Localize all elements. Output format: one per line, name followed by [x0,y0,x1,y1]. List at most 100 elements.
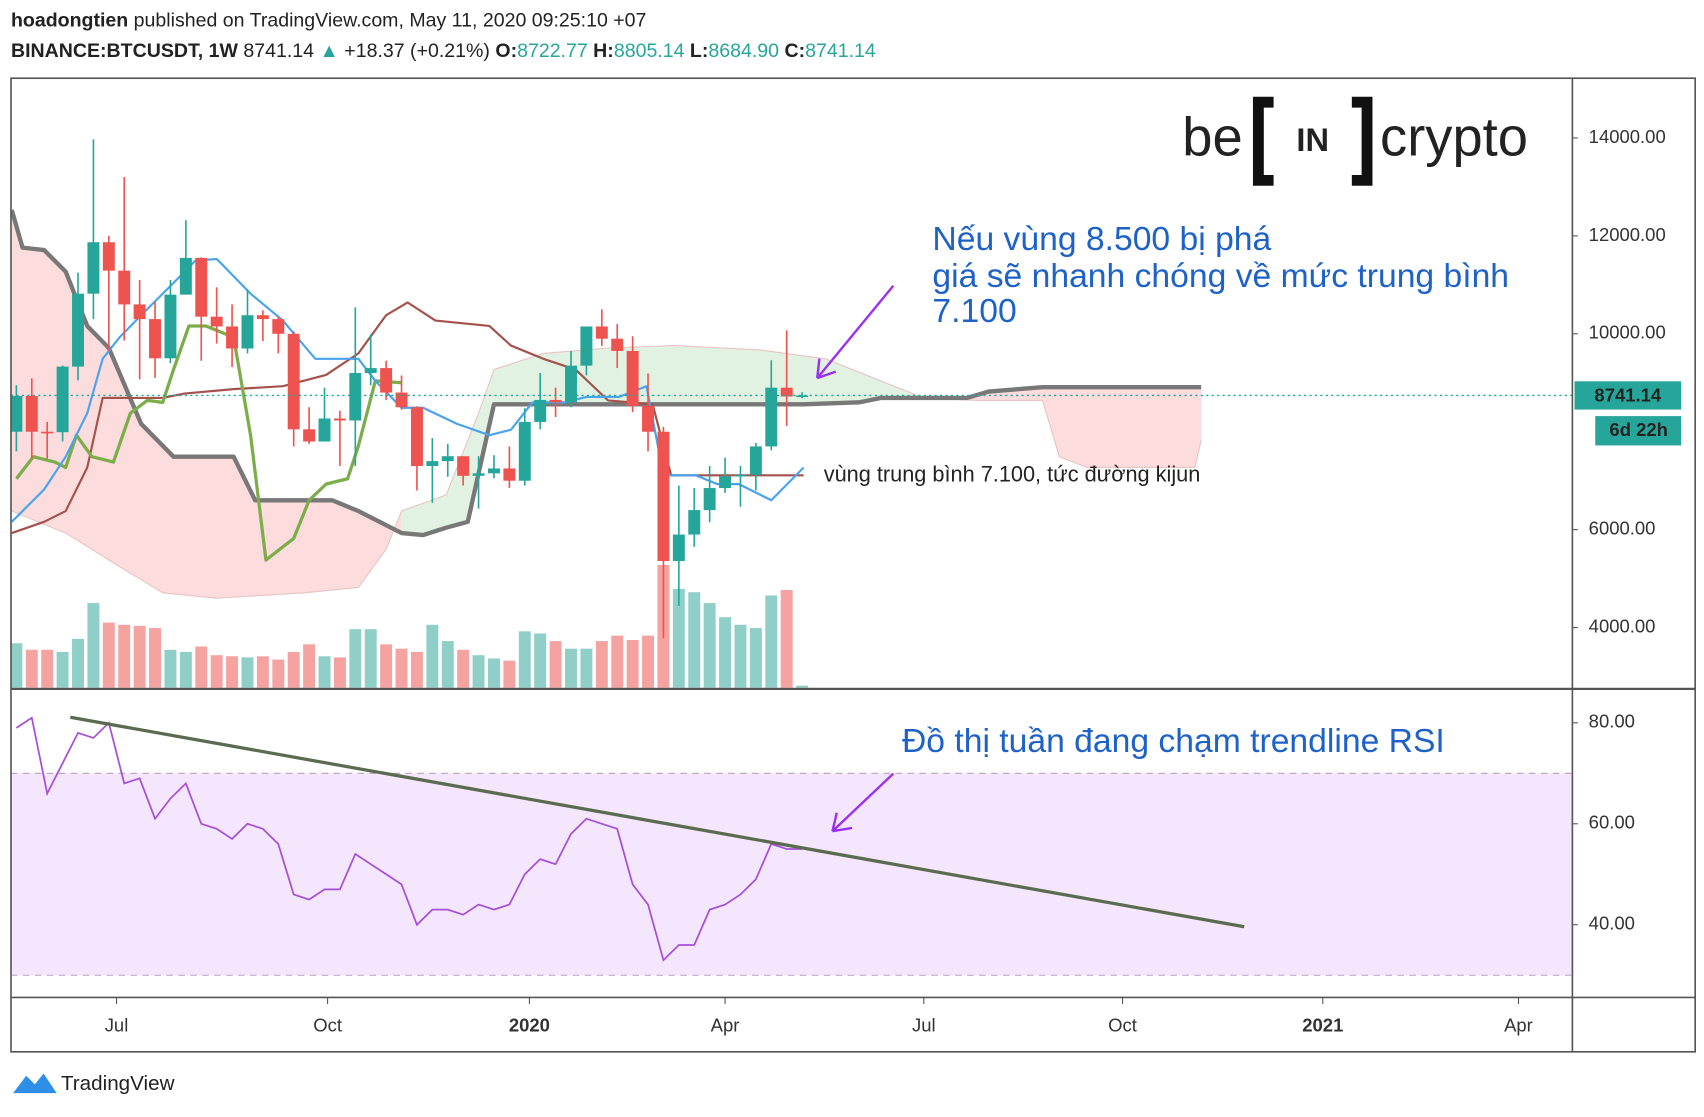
volume-bar [303,644,316,688]
ohlc-value: 8741.14 [805,40,876,62]
volume-bar [179,651,192,688]
y-tick-label: 6000.00 [1589,518,1656,539]
cloud [1086,386,1196,468]
cloud [173,456,217,599]
volume-bar [256,656,269,688]
x-tick-label: 2020 [509,1015,550,1036]
candle-body [87,242,100,294]
annotation: Nếu vùng 8.500 bị phá [932,221,1271,258]
candle-body [318,418,331,442]
volume-bar [210,655,223,688]
candle-body [518,421,531,481]
candle-body [441,456,454,462]
candle-body [642,405,655,432]
candle-body [287,333,300,430]
volume-bar [118,624,131,688]
logo-bracket [1351,96,1373,186]
candle-body [765,387,778,447]
volume-bar [626,639,639,688]
candle-body [272,319,285,334]
candle-body [333,418,346,421]
footer: TradingView [13,1072,175,1095]
candle-body [164,294,177,359]
volume-bar [472,655,485,688]
annotation: vùng trung bình 7.100, tức đường kijun [824,462,1201,487]
candle-body [611,338,624,351]
volume-bar [642,635,655,688]
change: +18.37 (+0.21%) [344,40,490,62]
logo-bracket [1252,96,1274,186]
candle-body [426,461,439,467]
x-tick-label: Apr [711,1015,740,1036]
volume-bar [595,641,608,688]
candle-body [25,395,38,432]
candle-body [256,315,269,320]
footer-icon [13,1073,57,1094]
countdown-label: 6d 22h [1609,419,1668,440]
candle-body [534,399,547,422]
volume-bar [534,633,547,688]
volume-bar [72,638,84,688]
candle-body [102,242,115,271]
span-a [11,345,1202,599]
candle-body [503,468,516,481]
y-tick-label: 14000.00 [1589,126,1666,147]
candle-body [380,368,393,393]
candle-body [56,366,69,433]
volume-bar [518,631,531,688]
frame [10,77,1696,1053]
candle-body [672,534,685,561]
volume-bar [102,622,115,688]
candle-body [703,488,716,511]
candle-body [719,476,732,489]
volume-bar [272,659,285,688]
candle-body [10,395,23,432]
annotation: giá sẽ nhanh chóng về mức trung bình [932,258,1509,295]
symbol-line: BINANCE:BTCUSDT, 1W 8741.14 ▲ +18.37 (+0… [11,40,876,62]
cloud [140,423,164,594]
header-line: hoadongtien published on TradingView.com… [11,10,646,32]
price-pane [10,139,1202,688]
candle-body [179,257,192,295]
x-tick-label: Oct [1108,1015,1137,1036]
candle-body [749,446,762,475]
x-tick-label: Apr [1504,1015,1533,1036]
candle-body [364,368,377,373]
ohlc-value: 8722.77 [517,40,588,62]
volume-bar [195,646,208,688]
candle-body [472,473,485,476]
annotation: 7.100 [932,293,1016,330]
candle-body [118,270,131,305]
span-b [10,209,1202,538]
candle-body [72,293,84,367]
volume-bar [333,657,346,688]
volume-bar [56,651,69,688]
cloud [86,325,110,561]
volume-bar [611,635,624,688]
candle-body [457,456,470,476]
symbol: BINANCE:BTCUSDT, 1W [11,40,239,62]
candle-body [734,474,747,477]
trendline [70,715,1245,929]
volume-bar [565,648,577,688]
x-tick-label: 2021 [1302,1015,1343,1036]
arrows [816,285,895,833]
candle-body [41,431,54,434]
cloud [1059,386,1088,468]
lagging-span [15,324,402,562]
candle-body [549,399,562,403]
volume-bar [241,657,254,688]
volume-bar [719,617,732,688]
axes: 4000.00 6000.00 10000.00 12000.00 14000.00 87… [10,126,1682,1036]
volume-bar [688,592,701,688]
cloud [216,456,234,599]
cloud [331,499,359,591]
volume-bar [25,649,38,688]
candle-body [226,326,239,349]
annotation: Đồ thị tuần đang chạm trendline RSI [902,723,1445,760]
volume-bar [457,649,470,688]
volume-bar [149,628,162,688]
last: 8741.14 [243,40,314,62]
